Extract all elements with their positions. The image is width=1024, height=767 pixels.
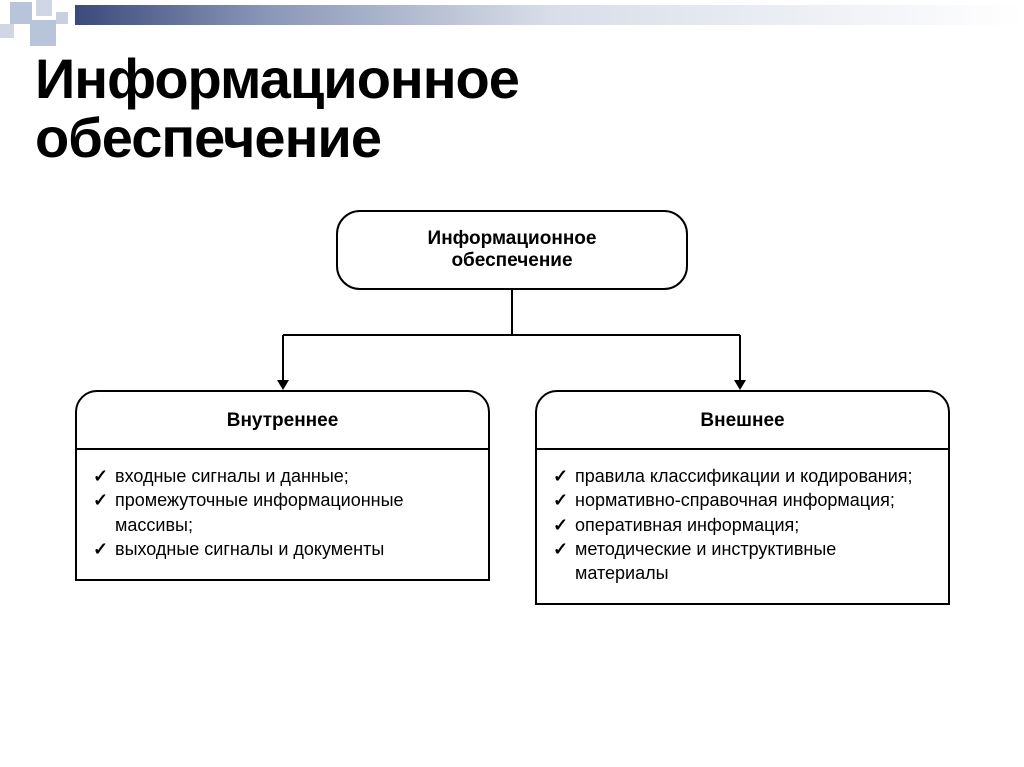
child-header-external: Внешнее [537, 392, 948, 450]
page-title: Информационное обеспечение [35, 50, 519, 168]
gradient-bar [75, 5, 1024, 25]
list-item: промежуточные информационные массивы; [93, 488, 472, 537]
root-line2: обеспечение [451, 250, 572, 271]
root-node: Информационное обеспечение [336, 210, 688, 290]
child-body-external: правила классификации и кодирования; нор… [537, 450, 948, 603]
root-line1: Информационное [428, 228, 597, 249]
list-item: методические и инструктивные материалы [553, 537, 932, 586]
list-item: входные сигналы и данные; [93, 464, 472, 488]
title-line2: обеспечение [35, 106, 381, 169]
child-node-external: Внешнее правила классификации и кодирова… [535, 390, 950, 605]
child-body-internal: входные сигналы и данные; промежуточные … [77, 450, 488, 579]
list-item: правила классификации и кодирования; [553, 464, 932, 488]
slide-top-decoration [0, 0, 1024, 40]
child-header-internal: Внутреннее [77, 392, 488, 450]
list-item: оперативная информация; [553, 513, 932, 537]
title-line1: Информационное [35, 47, 519, 110]
list-item: выходные сигналы и документы [93, 537, 472, 561]
child-node-internal: Внутреннее входные сигналы и данные; про… [75, 390, 490, 581]
list-item: нормативно-справочная информация; [553, 488, 932, 512]
